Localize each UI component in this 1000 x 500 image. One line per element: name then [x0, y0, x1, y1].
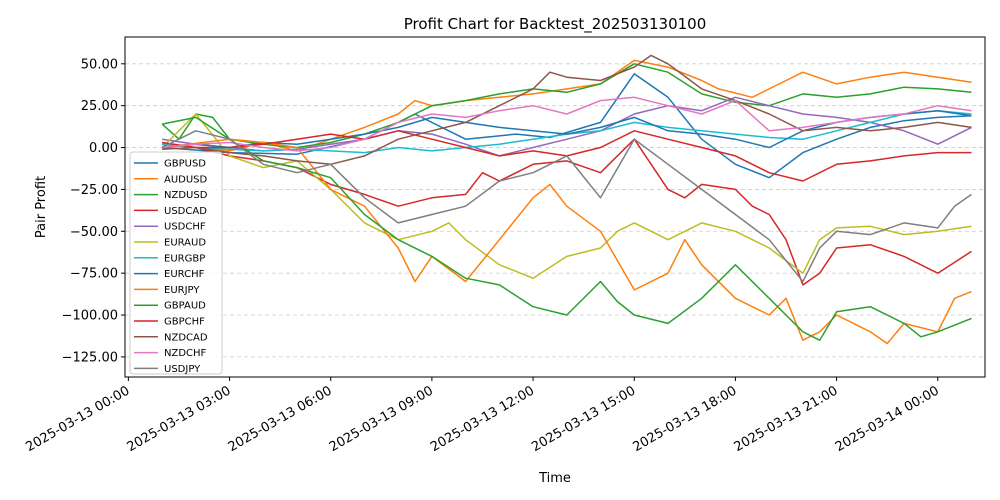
y-tick-label: 50.00 [81, 57, 118, 72]
series-line-usdjpy [161, 130, 972, 283]
y-axis: 50.00 25.00 0.00 −25.00 −50.00 −75.00 −100.00 −… [62, 57, 125, 365]
y-tick-label: −75.00 [70, 267, 118, 282]
legend-label-eurchf: EURCHF [164, 269, 205, 280]
series-line-euraud [161, 113, 972, 279]
legend: GBPUSD AUDUSD NZDUSD USDCAD USDCHF EURAUD EURG… [129, 151, 223, 375]
legend-label-gbpusd: GBPUSD [164, 159, 206, 170]
chart-title: Profit Chart for Backtest_202503130100 [404, 15, 707, 34]
legend-label-eurjpy: EURJPY [164, 285, 200, 296]
series-line-nzdcad [162, 54, 972, 166]
series-line-gbpaud [161, 116, 972, 341]
y-tick-label: 0.00 [89, 141, 118, 156]
legend-label-usdjpy: USDJPY [164, 364, 201, 375]
y-tick-label: −25.00 [70, 183, 118, 198]
series-line-eurjpy [162, 138, 972, 345]
series-line-nzdchf [162, 96, 972, 152]
y-tick-label: 25.00 [81, 99, 118, 114]
y-tick-label: −100.00 [62, 309, 118, 324]
plot-frame [124, 36, 986, 378]
y-tick-label: −125.00 [62, 350, 118, 365]
legend-label-nzdchf: NZDCHF [164, 348, 207, 359]
legend-label-nzdcad: NZDCAD [164, 332, 208, 343]
legend-frame [129, 151, 223, 375]
legend-label-nzdusd: NZDUSD [164, 190, 208, 201]
legend-label-usdchf: USDCHF [164, 222, 206, 233]
legend-label-gbpaud: GBPAUD [164, 301, 206, 312]
legend-label-eurgbp: EURGBP [164, 253, 205, 264]
legend-label-usdcad: USDCAD [164, 206, 207, 217]
legend-label-audusd: AUDUSD [164, 174, 208, 185]
legend-label-gbpchf: GBPCHF [164, 317, 205, 328]
y-tick-label: −50.00 [70, 225, 118, 240]
legend-label-euraud: EURAUD [164, 238, 206, 249]
series-lines [161, 54, 972, 345]
x-axis-label: Time [538, 471, 571, 486]
y-axis-label: Pair Profit [34, 176, 49, 238]
